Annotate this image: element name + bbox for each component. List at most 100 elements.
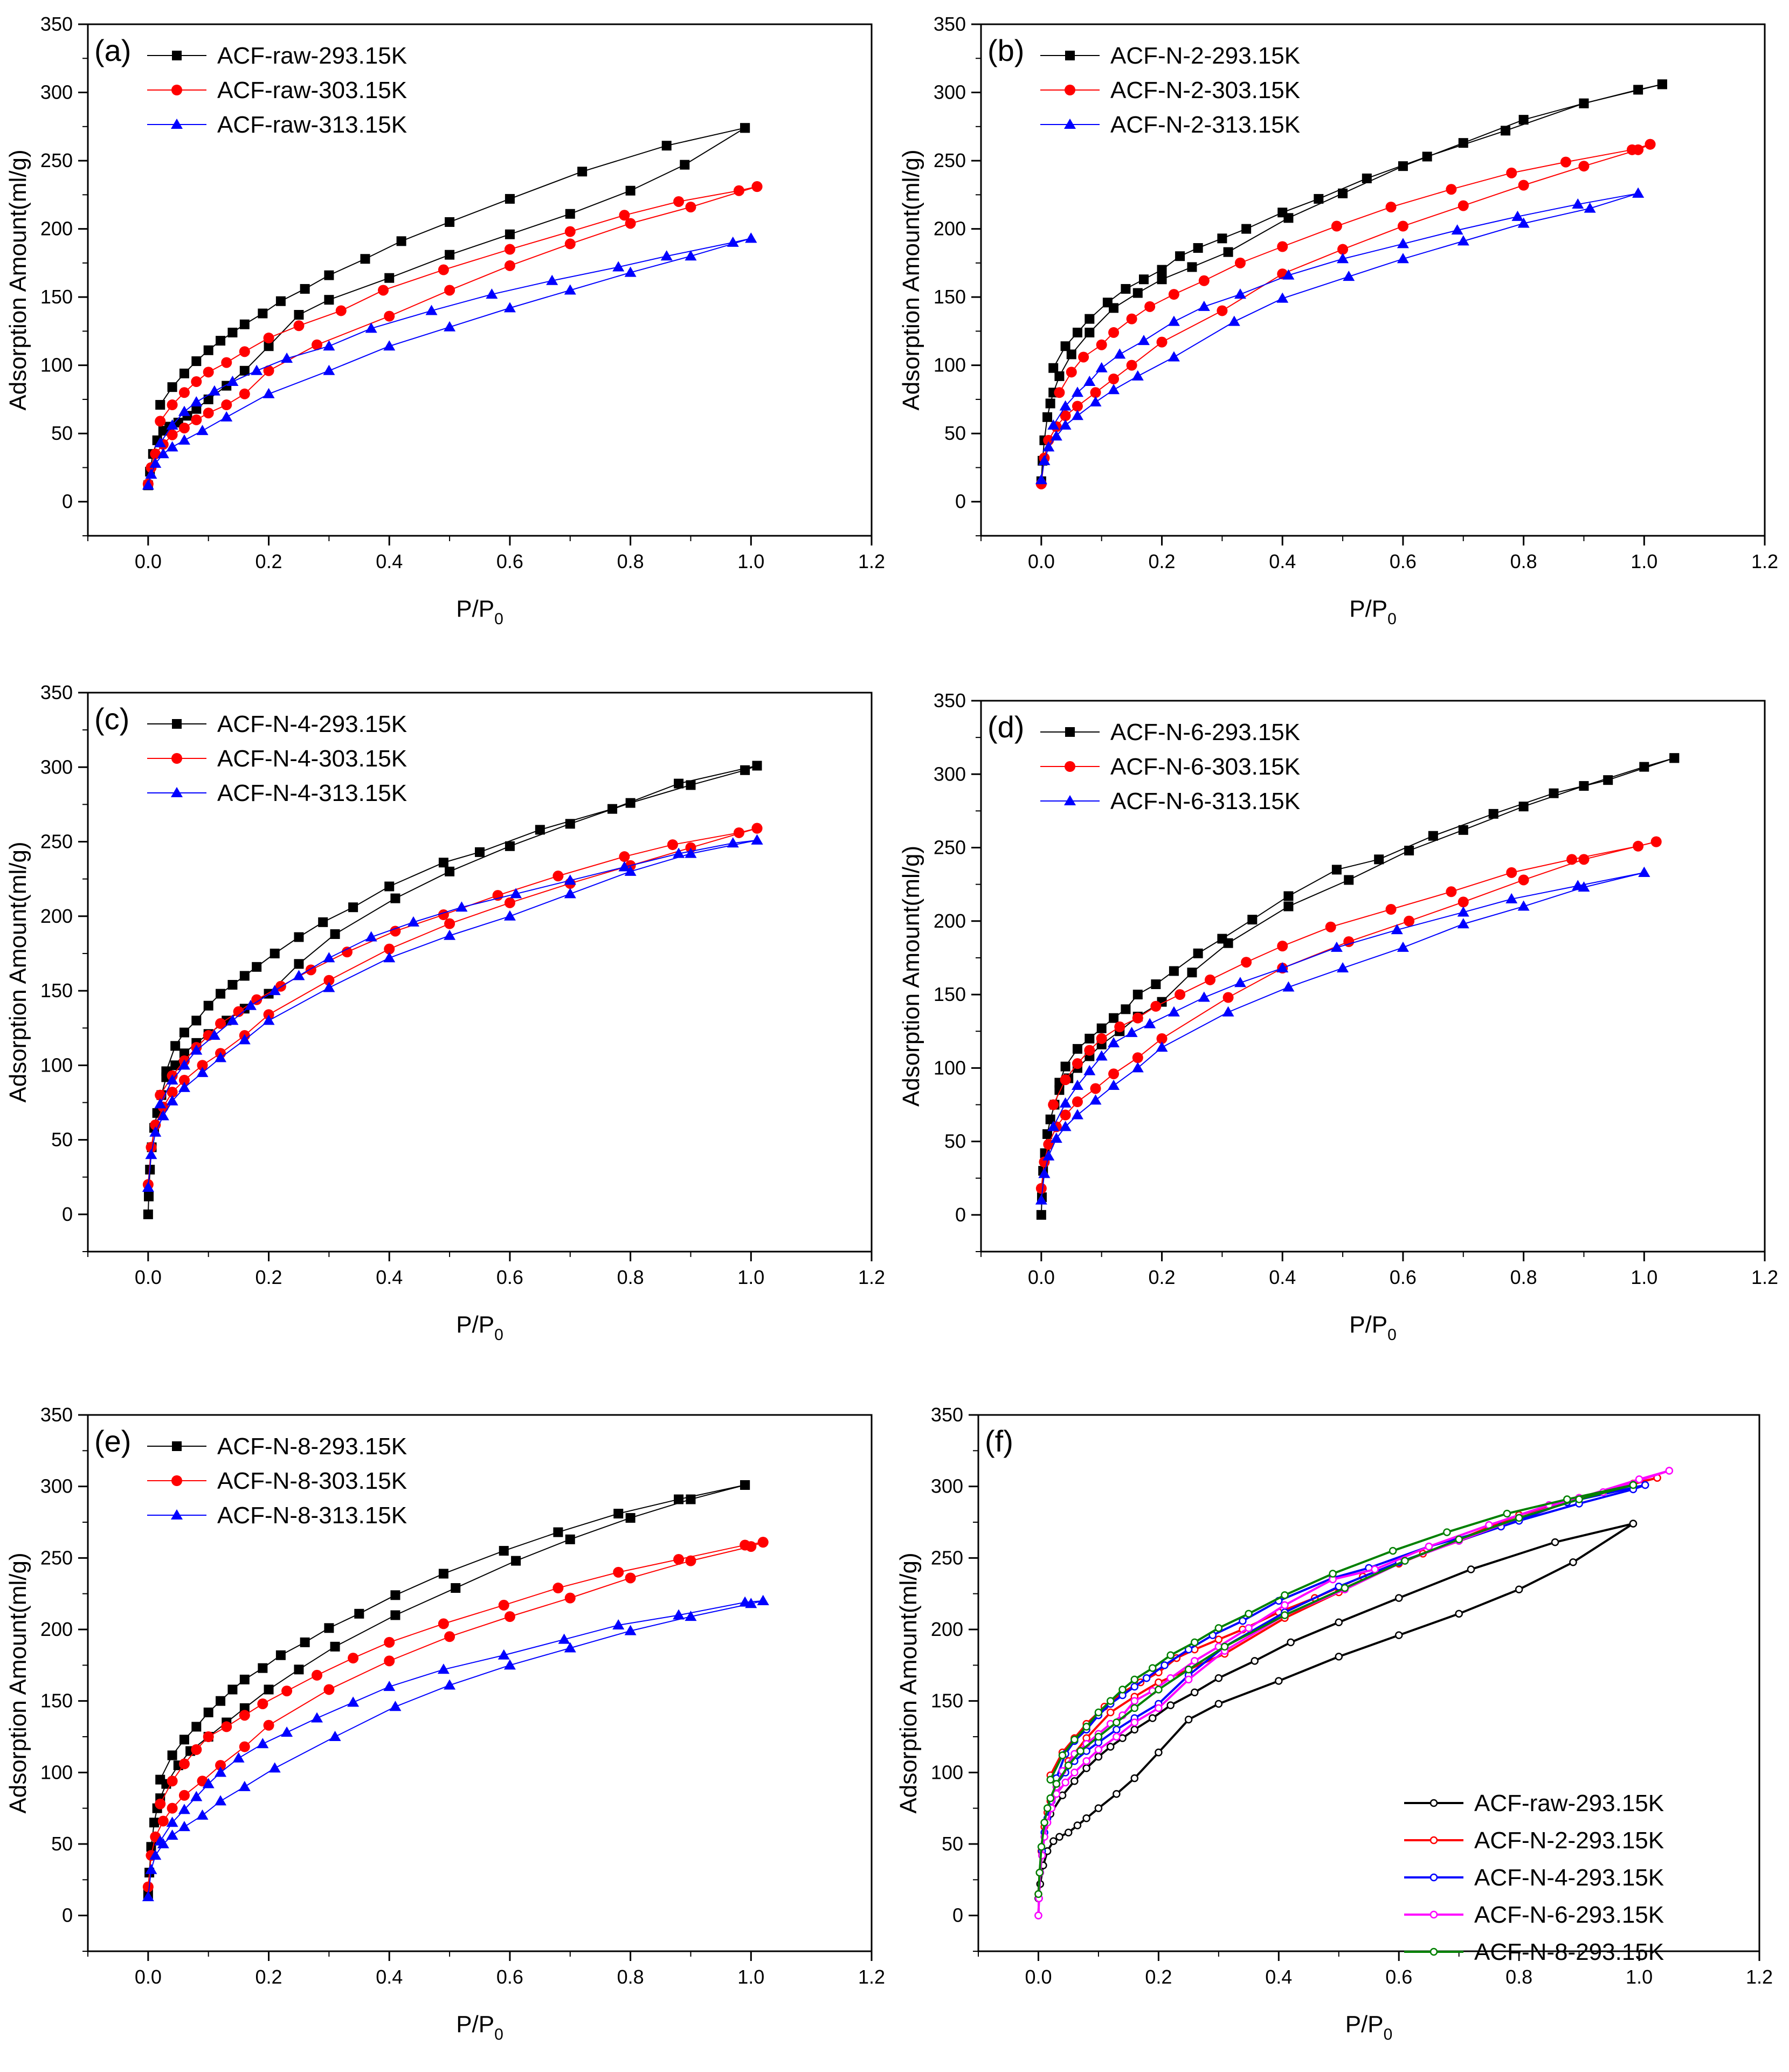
data-point bbox=[1398, 161, 1408, 171]
data-point bbox=[1137, 335, 1150, 346]
y-tick-label: 200 bbox=[934, 910, 966, 932]
data-point bbox=[239, 1674, 250, 1684]
data-point bbox=[564, 238, 576, 250]
data-point bbox=[300, 284, 310, 294]
legend-entry: ACF-N-2-293.15K bbox=[1110, 43, 1300, 69]
legend-marker bbox=[172, 51, 182, 60]
x-tick-label: 0.8 bbox=[1510, 1266, 1537, 1288]
data-point bbox=[673, 196, 685, 207]
data-point bbox=[499, 1546, 509, 1556]
data-point bbox=[293, 970, 305, 980]
legend-marker bbox=[1065, 51, 1075, 60]
data-point bbox=[618, 861, 631, 872]
x-axis-label-subscript: 0 bbox=[494, 1326, 503, 1344]
legend-marker bbox=[171, 119, 183, 129]
data-point bbox=[166, 1817, 178, 1827]
data-point bbox=[1401, 1557, 1409, 1565]
data-point bbox=[685, 1555, 696, 1566]
data-point bbox=[1058, 1751, 1067, 1759]
legend-entry: ACF-N-4-313.15K bbox=[217, 780, 407, 806]
data-point bbox=[178, 1074, 190, 1086]
legend-marker bbox=[1064, 119, 1076, 129]
data-point bbox=[239, 388, 250, 399]
data-point bbox=[1132, 990, 1143, 1000]
data-point bbox=[354, 1608, 364, 1619]
data-point bbox=[1071, 1080, 1083, 1090]
data-point bbox=[149, 457, 162, 468]
data-point bbox=[1458, 138, 1468, 148]
data-point bbox=[625, 1572, 636, 1584]
data-point bbox=[330, 929, 340, 939]
y-tick-label: 100 bbox=[40, 1761, 73, 1783]
data-point bbox=[444, 1679, 456, 1690]
data-point bbox=[1650, 836, 1662, 847]
data-point bbox=[190, 1791, 203, 1801]
y-tick-label: 200 bbox=[40, 218, 73, 240]
y-tick-label: 100 bbox=[934, 1056, 966, 1079]
data-point bbox=[1083, 376, 1096, 386]
data-point bbox=[143, 1191, 154, 1201]
data-point bbox=[1569, 1558, 1577, 1566]
data-point bbox=[1060, 1061, 1070, 1072]
data-point bbox=[1095, 362, 1108, 372]
desorption-line bbox=[160, 238, 751, 444]
data-point bbox=[757, 1537, 769, 1548]
data-point bbox=[1511, 210, 1524, 221]
data-point bbox=[1187, 968, 1197, 978]
data-point bbox=[1054, 387, 1065, 398]
legend-entry: ACF-raw-313.15K bbox=[217, 112, 407, 138]
x-tick-label: 0.4 bbox=[376, 1966, 403, 1988]
data-point bbox=[208, 385, 220, 396]
data-point bbox=[323, 982, 335, 992]
data-point bbox=[685, 1611, 697, 1621]
y-tick-label: 250 bbox=[40, 1546, 73, 1569]
data-point bbox=[1082, 1757, 1090, 1765]
data-point bbox=[445, 250, 455, 260]
desorption-line bbox=[1055, 1484, 1646, 1779]
data-point bbox=[226, 376, 239, 386]
data-point bbox=[275, 1650, 286, 1660]
data-point bbox=[1641, 1481, 1649, 1489]
data-point bbox=[444, 285, 455, 296]
data-point bbox=[1050, 430, 1062, 441]
data-point bbox=[203, 1731, 214, 1742]
data-point bbox=[1106, 1697, 1115, 1705]
x-axis-label-main: P/P bbox=[456, 1311, 494, 1338]
data-point bbox=[263, 1719, 274, 1731]
data-point bbox=[1070, 1736, 1079, 1744]
data-point bbox=[685, 847, 697, 858]
data-point bbox=[1035, 1868, 1044, 1877]
data-point bbox=[1070, 1769, 1079, 1777]
data-point bbox=[216, 1696, 226, 1706]
data-point bbox=[178, 387, 190, 398]
data-point bbox=[268, 985, 281, 996]
data-point bbox=[1389, 1546, 1397, 1555]
data-point bbox=[142, 1881, 154, 1893]
data-point bbox=[1404, 845, 1414, 855]
data-point bbox=[179, 1735, 189, 1745]
data-point bbox=[1042, 1150, 1055, 1161]
data-point bbox=[1276, 292, 1289, 303]
data-point bbox=[1467, 1565, 1475, 1573]
data-point bbox=[504, 1611, 515, 1622]
data-point bbox=[1446, 184, 1457, 195]
data-point bbox=[1157, 265, 1167, 275]
data-point bbox=[251, 364, 263, 375]
data-point bbox=[740, 1539, 751, 1551]
data-point bbox=[1343, 271, 1355, 281]
data-point bbox=[294, 310, 304, 320]
data-point bbox=[1331, 865, 1342, 875]
data-point bbox=[1130, 1675, 1139, 1684]
legend-marker bbox=[172, 719, 182, 729]
data-point bbox=[1156, 1041, 1168, 1052]
data-point bbox=[1169, 966, 1179, 976]
legend-marker bbox=[1065, 85, 1075, 95]
x-axis-label-main: P/P bbox=[1349, 596, 1387, 622]
data-point bbox=[1241, 957, 1252, 968]
data-point bbox=[365, 322, 377, 333]
data-point bbox=[1335, 1618, 1343, 1626]
data-point bbox=[1085, 1033, 1095, 1044]
plot-frame bbox=[980, 23, 1766, 537]
data-point bbox=[293, 320, 305, 331]
data-point bbox=[444, 321, 456, 331]
